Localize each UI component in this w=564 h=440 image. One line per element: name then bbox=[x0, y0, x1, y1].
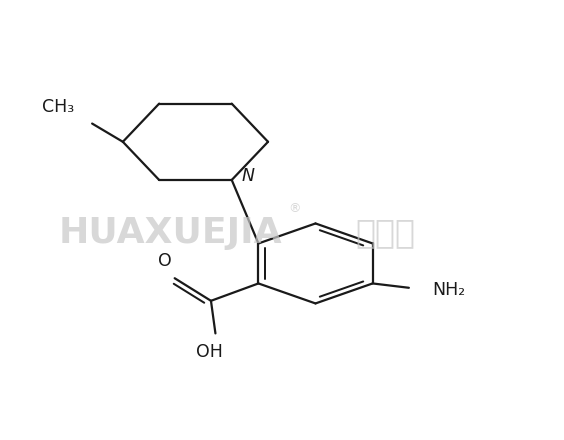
Text: HUAXUEJIA: HUAXUEJIA bbox=[59, 216, 282, 250]
Text: 化学加: 化学加 bbox=[355, 216, 415, 249]
Text: OH: OH bbox=[196, 343, 223, 361]
Text: O: O bbox=[158, 252, 171, 270]
Text: N: N bbox=[242, 168, 255, 186]
Text: NH₂: NH₂ bbox=[433, 281, 465, 299]
Text: CH₃: CH₃ bbox=[42, 98, 74, 116]
Text: ®: ® bbox=[288, 202, 301, 215]
